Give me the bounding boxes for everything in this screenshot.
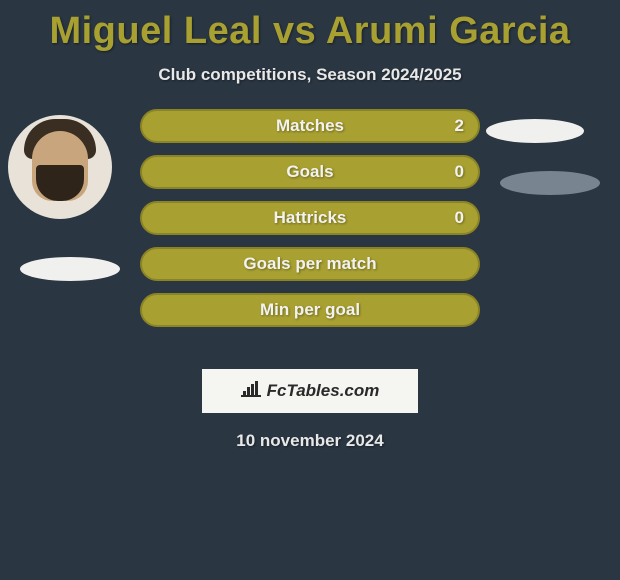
stat-row-min-per-goal: Min per goal [140,293,480,327]
stat-label: Matches [276,116,344,136]
player-name-pill-right-1 [486,119,584,143]
player-avatar-left [8,115,112,219]
stat-label: Goals [286,162,333,182]
player-name-pill-left [20,257,120,281]
date-label: 10 november 2024 [0,431,620,451]
stat-row-hattricks: Hattricks 0 [140,201,480,235]
stat-row-matches: Matches 2 [140,109,480,143]
stat-row-goals-per-match: Goals per match [140,247,480,281]
stat-value: 0 [455,208,464,228]
player-name-pill-right-2 [500,171,600,195]
stat-label: Goals per match [243,254,376,274]
stat-label: Hattricks [274,208,347,228]
brand-footer: FcTables.com [202,369,418,413]
stat-value: 2 [455,116,464,136]
stat-rows: Matches 2 Goals 0 Hattricks 0 Goals per … [140,109,480,339]
chart-icon [241,381,261,402]
stat-value: 0 [455,162,464,182]
comparison-panel: Matches 2 Goals 0 Hattricks 0 Goals per … [0,121,620,361]
stat-label: Min per goal [260,300,360,320]
stat-row-goals: Goals 0 [140,155,480,189]
subtitle: Club competitions, Season 2024/2025 [0,65,620,85]
brand-name: FcTables.com [267,381,380,401]
page-title: Miguel Leal vs Arumi Garcia [0,0,620,53]
